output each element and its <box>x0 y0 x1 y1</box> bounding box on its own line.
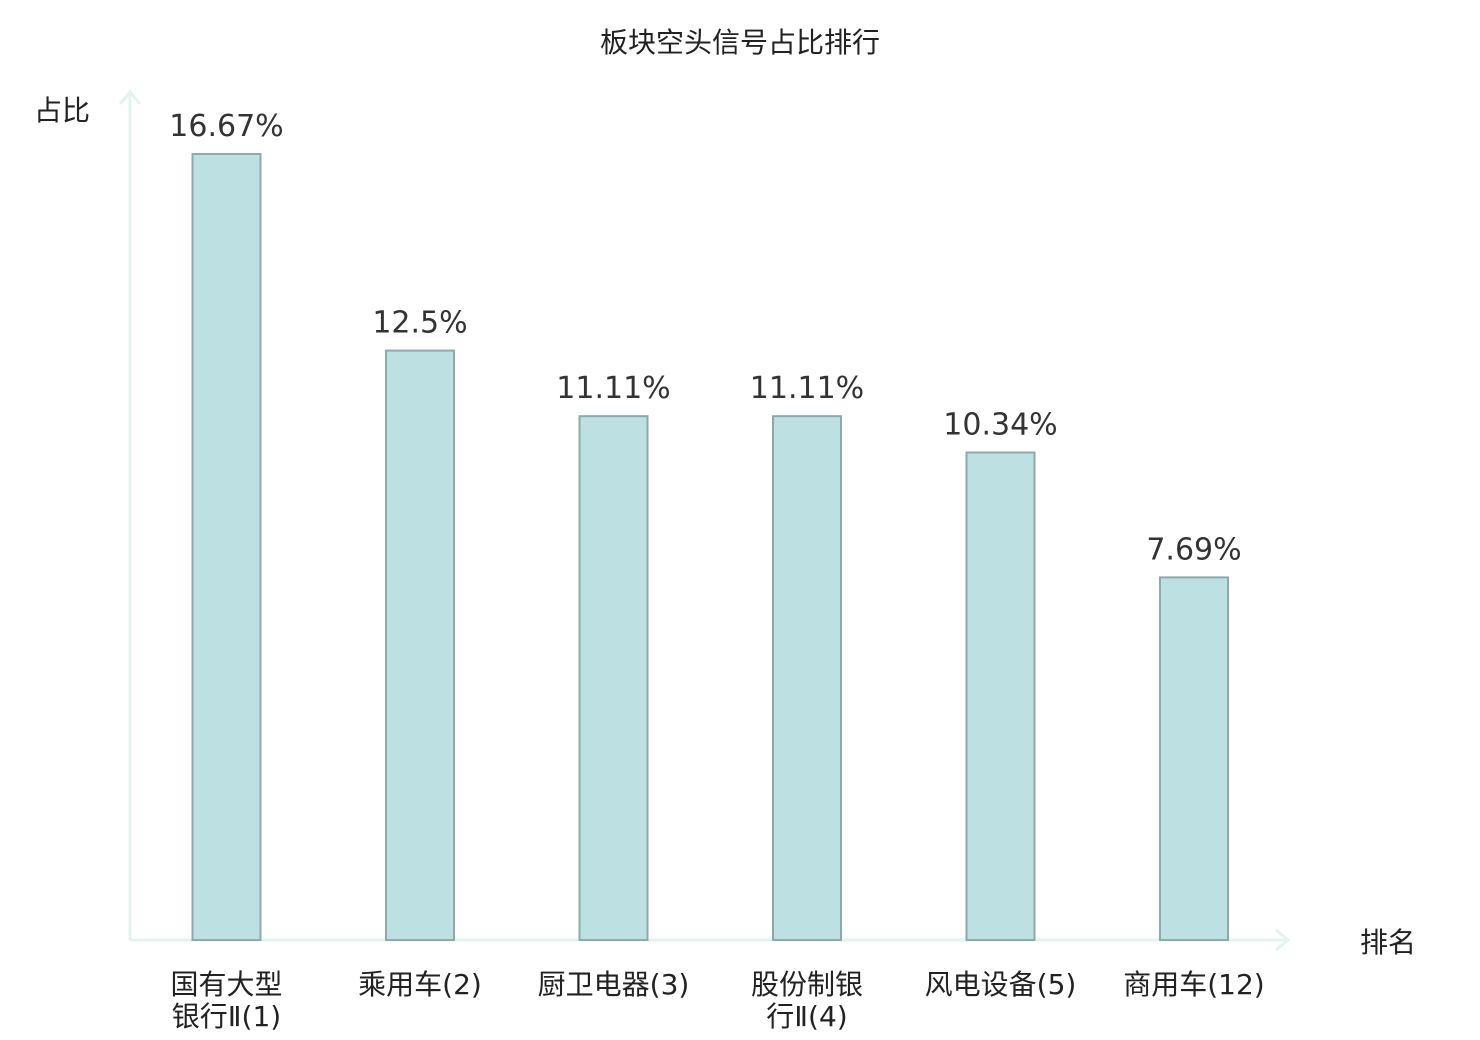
value-label-4: 11.11% <box>750 371 864 406</box>
value-labels: 16.67% 12.5% 11.11% 11.11% 10.34% 7.69% <box>169 109 1241 567</box>
value-label-6: 7.69% <box>1146 532 1241 567</box>
value-label-2: 12.5% <box>372 306 467 341</box>
category-label-6: 商用车(12) <box>1123 968 1264 1001</box>
category-labels: 国有大型银行Ⅱ(1) 乘用车(2) 厨卫电器(3) 股份制银行Ⅱ(4) 风电设备(5) 商… <box>170 968 1264 1033</box>
category-label-2: 乘用车(2) <box>358 968 482 1001</box>
bar-3 <box>578 415 649 941</box>
bar-1 <box>191 153 262 941</box>
axes <box>118 89 1291 952</box>
x-axis-arrow <box>1275 928 1291 952</box>
bars <box>191 153 1229 942</box>
bar-2 <box>385 349 455 942</box>
value-label-5: 10.34% <box>943 408 1057 443</box>
bar-4 <box>772 415 842 941</box>
category-label-3: 厨卫电器(3) <box>538 968 690 1001</box>
y-axis-arrow <box>118 89 142 105</box>
bar-5 <box>965 451 1036 941</box>
value-label-1: 16.67% <box>169 109 283 144</box>
bar-6 <box>1159 576 1229 942</box>
x-axis-label: 排名 <box>1360 926 1416 959</box>
y-axis-label: 占比 <box>34 94 90 127</box>
category-label-4: 股份制银行Ⅱ(4) <box>751 968 863 1033</box>
value-label-3: 11.11% <box>556 371 670 406</box>
category-label-1: 国有大型银行Ⅱ(1) <box>170 968 282 1033</box>
category-label-5: 风电设备(5) <box>925 968 1077 1001</box>
chart-title: 板块空头信号占比排行 <box>600 26 880 59</box>
